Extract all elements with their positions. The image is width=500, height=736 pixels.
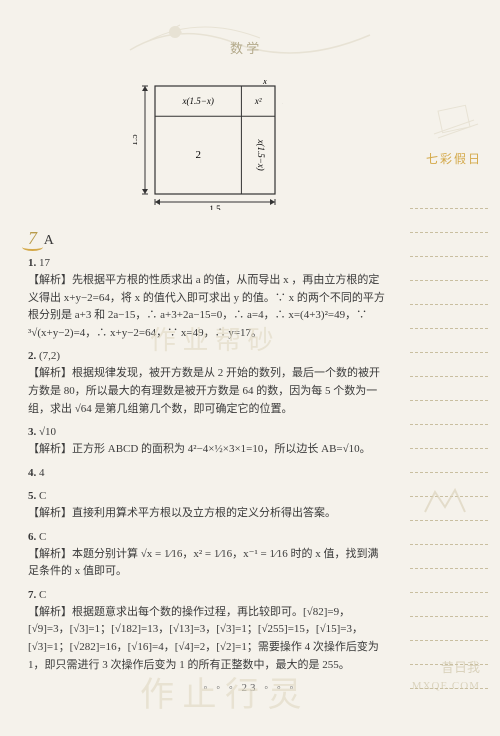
problem-item: 6. C【解析】本题分别计算 √x = 1⁄16，x² = 1⁄16，x⁻¹ =… xyxy=(28,529,388,581)
page-number: ◦ ◦ ◦ 23 ◦ ◦ ◦ xyxy=(0,682,500,694)
problem-answer: 6. C xyxy=(28,529,388,546)
page-number-value: 23 xyxy=(242,682,259,694)
problem-item: 2. (7,2)【解析】根据规律发现，被开方数是从 2 开始的数列，最后一个数的… xyxy=(28,348,388,418)
problem-item: 5. C【解析】直接利用算术平方根以及立方根的定义分析得出答案。 xyxy=(28,488,388,523)
problem-item: 3. √10【解析】正方形 ABCD 的面积为 4²−4×½×3×1=10，所以… xyxy=(28,424,388,459)
section-number: 7 xyxy=(28,228,37,249)
svg-text:1.5: 1.5 xyxy=(209,204,221,210)
problem-item: 7. C【解析】根据题意求出每个数的操作过程，再比较即可。[√82]=9，[√9… xyxy=(28,587,388,674)
problem-answer: 4. 4 xyxy=(28,465,388,482)
svg-text:x(1.5−x): x(1.5−x) xyxy=(182,96,214,106)
problem-answer: 2. (7,2) xyxy=(28,348,388,365)
diagram-wrap: x x² x x(1.5−x) x(1.5−x) 2 1.5 1.5 xyxy=(28,80,388,210)
problem-explanation: 【解析】正方形 ABCD 的面积为 4²−4×½×3×1=10，所以边长 AB=… xyxy=(28,441,388,459)
problem-explanation: 【解析】根据题意求出每个数的操作过程，再比较即可。[√82]=9，[√9]=3，… xyxy=(28,604,388,674)
problem-item: 1. 17【解析】先根据平方根的性质求出 a 的值，从而导出 x ，再由立方根的… xyxy=(28,255,388,342)
svg-text:x(1.5−x): x(1.5−x) xyxy=(256,138,266,170)
square-diagram: x x² x x(1.5−x) x(1.5−x) 2 1.5 1.5 xyxy=(133,80,283,210)
svg-text:1.5: 1.5 xyxy=(133,134,139,146)
problem-answer: 7. C xyxy=(28,587,388,604)
problem-explanation: 【解析】先根据平方根的性质求出 a 的值，从而导出 x ，再由立方根的定义得出 … xyxy=(28,272,388,342)
subject-title: 数 学 xyxy=(230,38,259,57)
problem-answer: 5. C xyxy=(28,488,388,505)
svg-text:x²: x² xyxy=(254,96,262,106)
side-label: 七彩假日 xyxy=(426,150,482,167)
side-ruled-lines xyxy=(410,185,488,689)
svg-text:x: x xyxy=(282,96,283,106)
section-letter: A xyxy=(44,233,54,248)
problem-explanation: 【解析】本题分别计算 √x = 1⁄16，x² = 1⁄16，x⁻¹ = 1⁄1… xyxy=(28,546,388,581)
main-content: xx²xx(1.5−x)x(1.5−x)21.51.5 7 A 1. 17【解析… xyxy=(28,80,388,680)
section-header: 7 A xyxy=(28,228,388,249)
problems-list: 1. 17【解析】先根据平方根的性质求出 a 的值，从而导出 x ，再由立方根的… xyxy=(28,255,388,674)
problem-answer: 3. √10 xyxy=(28,424,388,441)
problem-item: 4. 4 xyxy=(28,465,388,482)
problem-explanation: 【解析】根据规律发现，被开方数是从 2 开始的数列，最后一个数的被开方数是 80… xyxy=(28,365,388,418)
problem-explanation: 【解析】直接利用算术平方根以及立方根的定义分析得出答案。 xyxy=(28,505,388,523)
svg-text:x: x xyxy=(262,80,267,86)
problem-answer: 1. 17 xyxy=(28,255,388,272)
svg-text:2: 2 xyxy=(195,149,201,161)
side-deco xyxy=(432,100,482,140)
